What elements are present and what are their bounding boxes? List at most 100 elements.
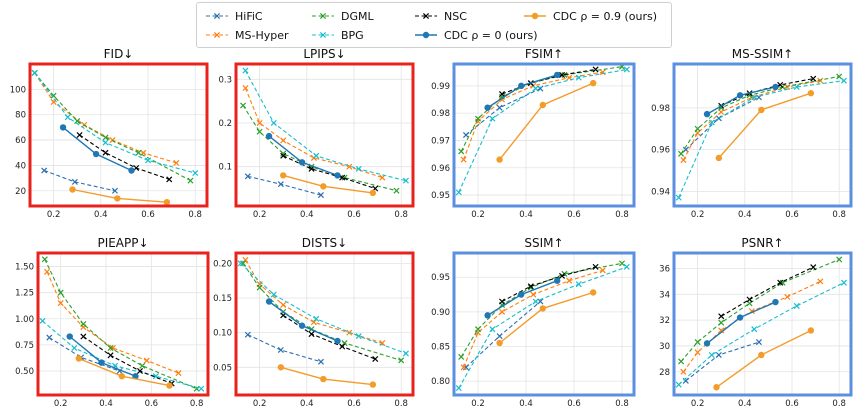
data-point xyxy=(736,92,744,99)
x-tick-label: 0.4 xyxy=(738,399,752,409)
y-tick-label: 30 xyxy=(659,342,670,352)
y-tick-label: 0.50 xyxy=(15,367,34,377)
data-point xyxy=(817,278,824,285)
data-point xyxy=(592,66,599,73)
legend-item-cdc-rho-0-ours: CDC ρ = 0 (ours) xyxy=(415,29,538,42)
data-point xyxy=(810,264,817,271)
data-point xyxy=(784,293,791,300)
legend-marker xyxy=(319,12,327,20)
data-point xyxy=(496,333,503,340)
x-tick-label: 0.4 xyxy=(738,210,752,220)
data-point xyxy=(280,150,287,157)
data-point xyxy=(280,172,287,179)
series-bpg xyxy=(455,263,630,392)
x-tick-label: 0.6 xyxy=(141,210,155,220)
panel-title: FSIM↑ xyxy=(525,47,563,61)
data-point xyxy=(280,137,287,144)
series-ms-hyper xyxy=(242,256,386,347)
data-point xyxy=(265,298,273,305)
x-tick-label: 0.8 xyxy=(394,210,408,220)
data-point xyxy=(460,364,467,371)
series-line xyxy=(685,96,760,150)
data-point xyxy=(772,83,779,91)
plot-area xyxy=(30,64,207,206)
series-bpg xyxy=(675,77,847,201)
data-point xyxy=(280,152,287,159)
y-tick-label: 0.96 xyxy=(431,164,450,174)
panel-title: SSIM↑ xyxy=(524,236,563,250)
legend-marker xyxy=(213,31,221,39)
data-point xyxy=(128,167,135,174)
x-tick-label: 0.2 xyxy=(253,399,267,409)
data-point xyxy=(317,192,324,199)
data-point xyxy=(675,194,682,201)
legend-item-ms-hyper: MS-Hyper xyxy=(206,29,289,42)
data-point xyxy=(80,320,87,328)
x-tick-label: 0.8 xyxy=(832,399,846,409)
data-point xyxy=(175,370,182,377)
data-point xyxy=(320,375,327,383)
data-point xyxy=(71,178,78,185)
series-hific xyxy=(244,173,324,199)
data-point xyxy=(807,327,815,334)
x-tick-label: 0.6 xyxy=(567,399,581,409)
panel-title: PIEAPP↓ xyxy=(97,236,148,250)
data-point xyxy=(372,355,379,363)
data-point xyxy=(713,384,720,391)
data-point xyxy=(107,352,114,359)
y-tick-label: 0.94 xyxy=(651,187,670,197)
data-point xyxy=(114,195,121,202)
data-point xyxy=(41,256,48,263)
panel-ssim: SSIM↑ 0.2 0.4 0.6 0.8 0.80 0.85 0.90 0.95 xyxy=(431,236,636,409)
series-line xyxy=(242,263,402,361)
data-point xyxy=(474,115,482,122)
data-point xyxy=(166,176,173,183)
data-point xyxy=(807,90,815,97)
data-point xyxy=(682,377,689,384)
series-cdc-rho-0-ours xyxy=(703,298,779,347)
data-point xyxy=(455,385,462,392)
data-point xyxy=(618,260,626,267)
legend-item-hific: HiFiC xyxy=(206,10,263,23)
data-point xyxy=(393,187,400,194)
data-point xyxy=(402,350,409,357)
x-tick-label: 0.4 xyxy=(300,210,314,220)
data-point xyxy=(102,134,109,141)
data-point xyxy=(694,349,701,356)
panel-dists: DISTS↓ 0.2 0.4 0.6 0.8 0.05 0.10 0.15 0.20 xyxy=(213,236,415,409)
series-line xyxy=(463,71,603,160)
data-point xyxy=(277,346,284,354)
y-tick-label: 1.50 xyxy=(15,263,34,273)
x-tick-label: 0.2 xyxy=(691,399,705,409)
data-point xyxy=(244,173,251,180)
panel-ms-ssim: MS-SSIM↑ 0.2 0.4 0.6 0.8 0.94 0.96 0.98 xyxy=(651,47,853,220)
series-bpg xyxy=(675,279,847,388)
data-point xyxy=(532,85,539,92)
data-point xyxy=(718,319,725,326)
series-line xyxy=(79,134,170,180)
legend-item-bpg: BPG xyxy=(312,29,364,42)
data-point xyxy=(703,110,711,118)
x-tick-label: 0.8 xyxy=(615,210,629,220)
series-line xyxy=(34,72,177,164)
panel-frame-red xyxy=(234,251,415,397)
x-tick-label: 0.4 xyxy=(300,399,314,409)
data-point xyxy=(310,319,317,326)
data-point xyxy=(107,344,114,352)
data-point xyxy=(575,74,582,81)
data-point xyxy=(527,283,534,290)
data-point xyxy=(379,340,386,347)
series-hific xyxy=(244,331,324,365)
y-tick-label: 36 xyxy=(659,264,670,274)
panel-frame-red xyxy=(234,62,415,208)
data-point xyxy=(50,92,57,99)
data-point xyxy=(80,333,87,340)
y-tick-label: 20 xyxy=(15,187,26,197)
data-point xyxy=(758,351,765,359)
data-point xyxy=(277,181,284,188)
data-point xyxy=(694,339,701,346)
series-cdc-rho-0-ours xyxy=(66,333,139,380)
legend-marker xyxy=(422,31,430,39)
panel-title: MS-SSIM↑ xyxy=(732,47,793,61)
